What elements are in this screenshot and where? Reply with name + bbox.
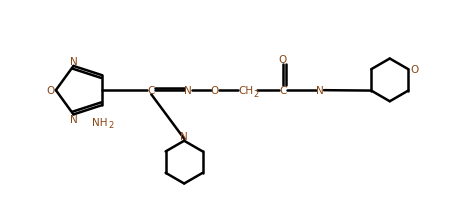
Text: O: O	[410, 65, 418, 75]
Text: 2: 2	[253, 89, 258, 98]
Text: N: N	[70, 115, 78, 125]
Text: N: N	[70, 57, 78, 67]
Text: CH: CH	[238, 86, 254, 96]
Text: O: O	[211, 86, 219, 96]
Text: NH: NH	[92, 118, 108, 128]
Text: C: C	[279, 86, 287, 96]
Text: N: N	[184, 86, 192, 96]
Text: 2: 2	[108, 120, 113, 129]
Text: O: O	[279, 55, 287, 65]
Text: O: O	[46, 86, 54, 96]
Text: N: N	[316, 86, 324, 96]
Text: C: C	[148, 86, 155, 96]
Text: N: N	[180, 131, 188, 141]
